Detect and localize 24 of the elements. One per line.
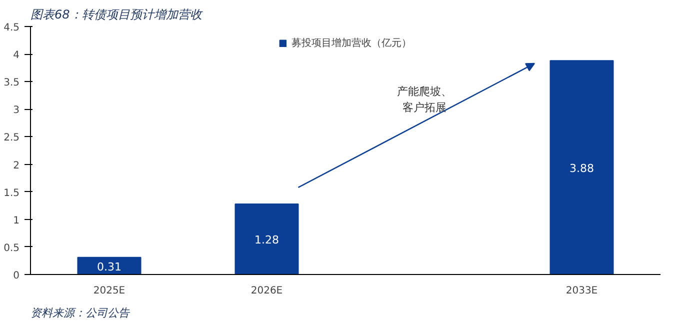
data-label: 1.28: [254, 234, 280, 247]
y-tick-label: 4: [13, 50, 20, 62]
y-tick-label: 2: [13, 160, 20, 172]
y-tick-label: 0: [13, 270, 20, 282]
data-label: 0.31: [97, 260, 122, 274]
x-tick-label: 2033E: [566, 286, 598, 296]
text: 资料来源：公司公告: [30, 306, 130, 320]
y-tick-label: 1: [13, 215, 20, 226]
y-tick-label: 2.5: [4, 132, 20, 144]
bar: [77, 256, 142, 274]
y-tick-label: 3: [13, 105, 20, 116]
bar: [234, 203, 299, 274]
data-label: 3.88: [570, 162, 594, 176]
y-tick-label: 3.5: [4, 78, 20, 89]
x-tick-label: 2026E: [250, 286, 283, 296]
annotation: 产能爬坡、: [396, 85, 452, 98]
y-tick-label: 4.5: [4, 22, 20, 34]
chart-title: 图表68：转债项目预计增加营收: [30, 8, 203, 22]
annotation: 客户拓展: [402, 101, 446, 114]
x-tick-label: 2025E: [93, 286, 126, 296]
y-tick-label: 1.5: [4, 188, 20, 199]
bar: [550, 60, 614, 274]
y-tick-label: 0.5: [4, 242, 20, 254]
legend-label: 募投项目增加营收（亿元）: [292, 36, 412, 50]
